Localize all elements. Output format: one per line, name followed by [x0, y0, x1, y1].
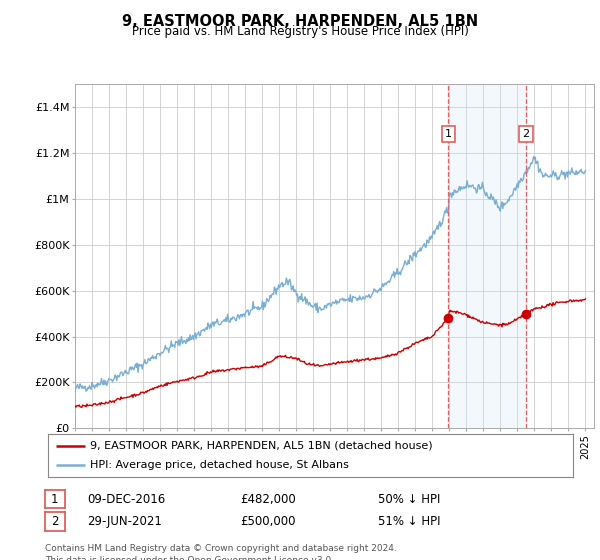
- Text: 50% ↓ HPI: 50% ↓ HPI: [378, 493, 440, 506]
- Text: 1: 1: [445, 129, 452, 139]
- Text: 29-JUN-2021: 29-JUN-2021: [87, 515, 162, 529]
- Text: £482,000: £482,000: [240, 493, 296, 506]
- Text: 09-DEC-2016: 09-DEC-2016: [87, 493, 165, 506]
- Text: 51% ↓ HPI: 51% ↓ HPI: [378, 515, 440, 529]
- Text: £500,000: £500,000: [240, 515, 296, 529]
- Bar: [448, 84, 526, 428]
- Text: 2: 2: [523, 129, 529, 139]
- Text: 1: 1: [51, 493, 59, 506]
- Text: 9, EASTMOOR PARK, HARPENDEN, AL5 1BN: 9, EASTMOOR PARK, HARPENDEN, AL5 1BN: [122, 14, 478, 29]
- Text: Contains HM Land Registry data © Crown copyright and database right 2024.
This d: Contains HM Land Registry data © Crown c…: [45, 544, 397, 560]
- Text: HPI: Average price, detached house, St Albans: HPI: Average price, detached house, St A…: [90, 460, 349, 470]
- Text: Price paid vs. HM Land Registry's House Price Index (HPI): Price paid vs. HM Land Registry's House …: [131, 25, 469, 38]
- Text: 9, EASTMOOR PARK, HARPENDEN, AL5 1BN (detached house): 9, EASTMOOR PARK, HARPENDEN, AL5 1BN (de…: [90, 441, 433, 451]
- Text: 2: 2: [51, 515, 59, 528]
